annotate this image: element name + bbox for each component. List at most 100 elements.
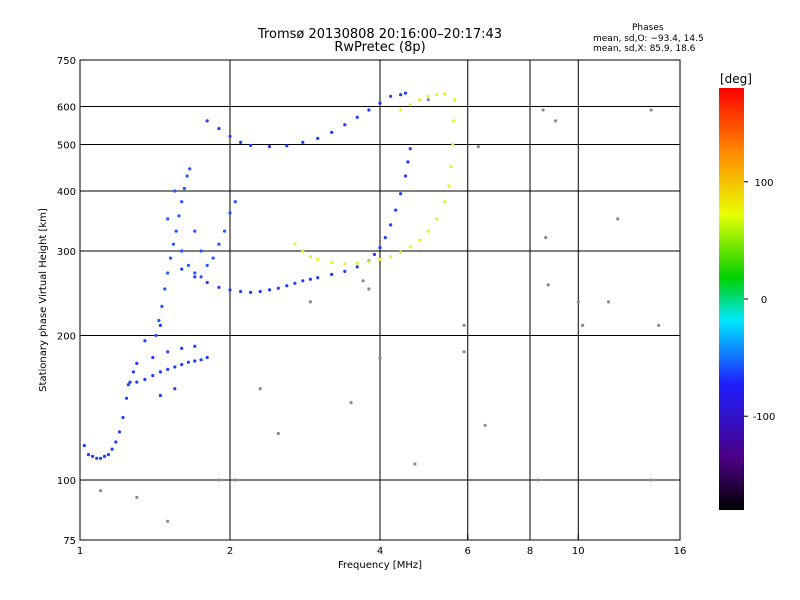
data-point xyxy=(186,360,190,364)
data-point xyxy=(102,454,107,458)
data-point xyxy=(99,456,103,460)
data-point xyxy=(135,380,139,384)
x-axis-label: Frequency [MHz] xyxy=(338,560,422,571)
chart-subtitle: RwPretec (8p) xyxy=(334,40,426,55)
data-point xyxy=(378,101,382,105)
data-point xyxy=(417,238,422,242)
data-point xyxy=(114,440,118,444)
data-point xyxy=(143,339,147,343)
colorbar-ticks: 100 0 -100 xyxy=(744,178,775,423)
data-point xyxy=(143,377,147,382)
data-point xyxy=(180,346,184,350)
data-point xyxy=(389,255,393,259)
data-point xyxy=(355,265,359,269)
x-axis-ticks: 1 2 4 6 8 10 16 xyxy=(77,534,686,557)
data-point xyxy=(222,229,227,233)
y-tick-label: 75 xyxy=(63,536,76,547)
phase-stats-x-mode: mean, sd,X: 85.9, 18.6 xyxy=(593,44,696,54)
data-point xyxy=(657,323,661,327)
data-point xyxy=(249,290,253,294)
data-point xyxy=(180,249,184,253)
data-point xyxy=(276,286,280,290)
data-point xyxy=(239,289,243,294)
data-points xyxy=(82,91,661,524)
data-point xyxy=(394,208,398,212)
data-point xyxy=(403,174,408,178)
y-tick-label: 100 xyxy=(57,476,76,487)
data-point xyxy=(301,249,305,253)
data-point xyxy=(417,98,422,102)
data-point xyxy=(276,431,280,436)
data-point xyxy=(199,275,203,279)
data-point xyxy=(180,267,184,271)
data-point xyxy=(158,393,162,398)
data-point xyxy=(86,453,91,457)
data-point xyxy=(131,370,135,374)
data-point xyxy=(91,454,95,458)
data-point xyxy=(174,229,178,233)
data-point xyxy=(166,217,170,221)
data-point xyxy=(367,287,371,291)
data-point xyxy=(267,145,272,149)
data-point xyxy=(308,277,312,281)
data-point xyxy=(316,276,320,280)
data-point xyxy=(158,323,162,327)
data-point xyxy=(343,269,347,273)
data-point xyxy=(408,147,412,151)
data-point xyxy=(166,519,170,524)
data-point xyxy=(110,447,114,451)
data-point xyxy=(186,263,190,267)
data-point xyxy=(171,242,175,246)
data-point xyxy=(173,189,177,193)
y-tick-label: 200 xyxy=(57,332,76,343)
y-axis-label: Stationary phase Virtual Height [km] xyxy=(38,208,49,392)
data-point xyxy=(239,140,243,144)
data-point xyxy=(135,495,139,499)
data-point xyxy=(228,288,232,292)
data-point xyxy=(544,236,548,240)
colorbar-tick-label: 100 xyxy=(754,178,773,189)
colorbar-tick-label: 0 xyxy=(761,295,767,306)
data-point xyxy=(185,174,189,178)
x-tick-label: 4 xyxy=(377,546,383,557)
data-point xyxy=(367,260,371,264)
data-point xyxy=(217,478,221,482)
data-point xyxy=(606,300,611,304)
data-point xyxy=(462,350,466,354)
data-point xyxy=(151,374,155,378)
data-point xyxy=(126,383,130,387)
data-point xyxy=(193,275,197,279)
data-point xyxy=(616,217,620,221)
x-tick-label: 6 xyxy=(465,546,471,557)
data-point xyxy=(399,93,403,97)
data-point xyxy=(451,142,455,147)
phase-stats-o-mode: mean, sd,O: −93.4, 14.5 xyxy=(593,34,704,44)
y-tick-label: 750 xyxy=(57,56,76,67)
data-point xyxy=(285,284,289,288)
data-point xyxy=(228,134,232,138)
data-point xyxy=(330,272,334,277)
x-tick-label: 8 xyxy=(527,546,533,557)
colorbar xyxy=(719,88,744,510)
data-point xyxy=(349,401,353,405)
colorbar-label: [deg] xyxy=(720,72,752,86)
data-point xyxy=(443,200,447,204)
data-point xyxy=(205,280,209,285)
data-point xyxy=(233,478,237,482)
data-point xyxy=(343,262,347,266)
data-point xyxy=(293,242,297,246)
data-point xyxy=(173,365,177,369)
data-point xyxy=(408,103,412,107)
data-point xyxy=(372,252,377,257)
data-point xyxy=(205,119,209,123)
data-point xyxy=(649,478,653,482)
data-point xyxy=(389,223,393,227)
x-tick-label: 1 xyxy=(77,546,83,557)
data-point xyxy=(157,318,161,323)
data-point xyxy=(182,186,186,191)
data-point xyxy=(301,279,305,283)
data-point xyxy=(217,242,221,246)
data-point xyxy=(217,126,221,131)
data-point xyxy=(378,355,382,360)
data-point xyxy=(95,456,99,460)
